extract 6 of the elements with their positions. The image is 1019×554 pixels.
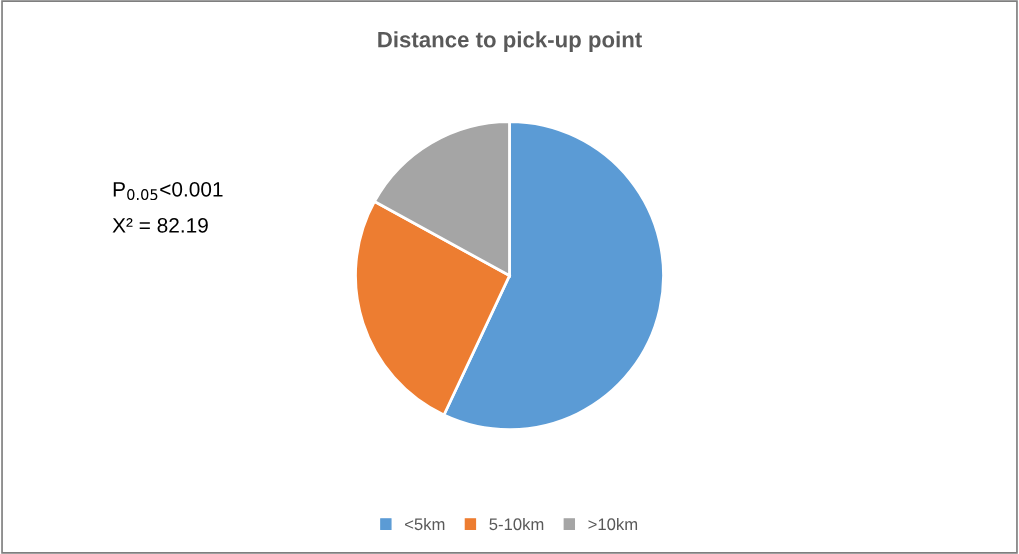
text: P$_{0.05}$<0.001 bbox=[113, 181, 223, 201]
legend-label: >10km bbox=[588, 517, 638, 531]
legend-label: 5-10km bbox=[489, 517, 544, 531]
text: X² = 82.19 bbox=[112, 217, 208, 233]
legend-label: <5km bbox=[405, 517, 445, 531]
chart-title: Distance to pick-up point bbox=[378, 31, 642, 52]
